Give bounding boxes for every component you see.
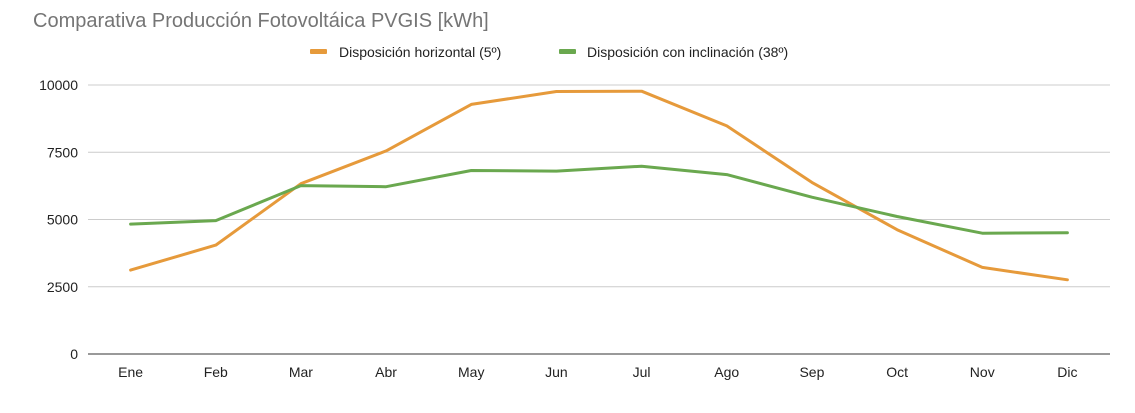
legend-swatch-horizontal <box>310 49 327 54</box>
legend: Disposición horizontal (5º) Disposición … <box>310 44 788 60</box>
series-line-inclined <box>129 164 1069 235</box>
y-tick-label: 2500 <box>47 279 78 295</box>
x-tick-label: Abr <box>375 364 397 380</box>
x-tick-label: Jun <box>545 364 568 380</box>
y-tick-label: 5000 <box>47 212 78 228</box>
x-tick-label: Ago <box>714 364 739 380</box>
y-axis-ticks: 0 2500 5000 7500 10000 <box>39 77 78 362</box>
x-tick-label: Nov <box>970 364 995 380</box>
y-tick-label: 0 <box>70 346 78 362</box>
legend-label-horizontal: Disposición horizontal (5º) <box>339 44 501 60</box>
y-tick-label: 7500 <box>47 144 78 160</box>
legend-swatch-inclined <box>559 49 576 54</box>
gridlines <box>88 84 1110 355</box>
x-tick-label: Dic <box>1057 364 1077 380</box>
chart-title: Comparativa Producción Fotovoltáica PVGI… <box>33 10 489 32</box>
x-tick-label: Oct <box>886 364 908 380</box>
x-tick-label: May <box>458 364 484 380</box>
y-tick-label: 10000 <box>39 77 78 93</box>
x-tick-label: Sep <box>799 364 824 380</box>
x-tick-label: Ene <box>118 364 143 380</box>
series-lines <box>129 89 1069 282</box>
x-tick-label: Feb <box>204 364 228 380</box>
x-tick-label: Mar <box>289 364 313 380</box>
x-tick-label: Jul <box>633 364 651 380</box>
x-axis-ticks: Ene Feb Mar Abr May Jun Jul Ago Sep Oct Nov Dic <box>118 364 1077 380</box>
series-line-horizontal <box>129 89 1069 282</box>
legend-label-inclined: Disposición con inclinación (38º) <box>587 44 788 60</box>
